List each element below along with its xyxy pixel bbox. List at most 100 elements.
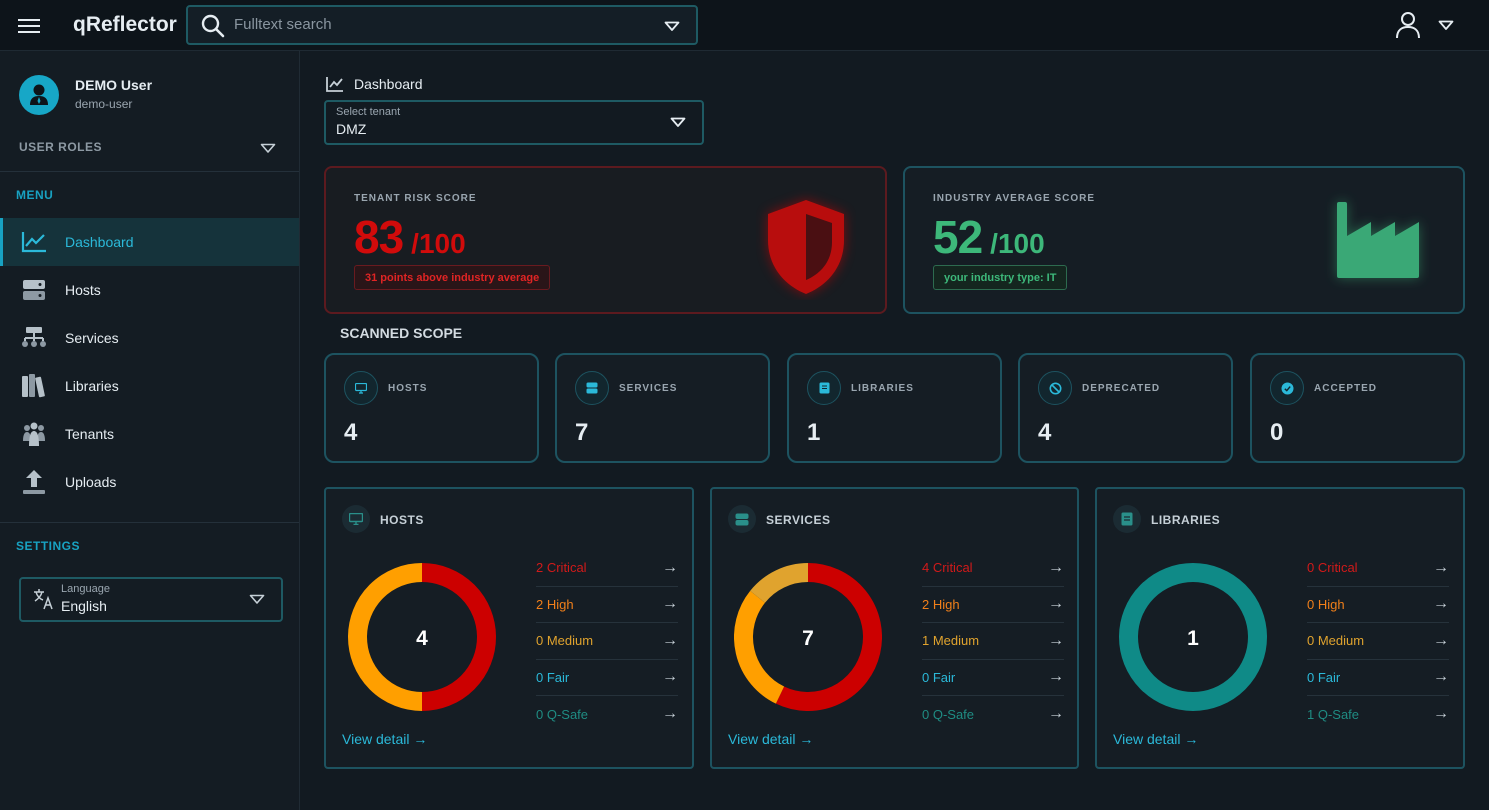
industry-average-score-card: INDUSTRY AVERAGE SCORE 52 /100 your indu… <box>903 166 1465 314</box>
severity-label: 2 Critical <box>536 560 587 576</box>
server-icon <box>575 371 609 405</box>
donut-total: 7 <box>802 627 814 650</box>
severity-row[interactable]: 0 Q-Safe → <box>536 696 678 733</box>
donut-segment[interactable] <box>348 563 423 711</box>
severity-row[interactable]: 2 High → <box>536 587 678 623</box>
chevron-down-icon[interactable] <box>249 594 265 605</box>
risk-comparison-badge: 31 points above industry average <box>354 265 551 290</box>
scope-card-deprecated[interactable]: DEPRECATED 4 <box>1018 353 1233 463</box>
hierarchy-icon <box>20 324 48 352</box>
services-risk-card: SERVICES 7 4 Critical → 2 High → 1 Medium → 0 … <box>710 487 1079 769</box>
sidebar-item-libraries[interactable]: Libraries <box>0 362 299 410</box>
monitor-icon <box>344 371 378 405</box>
scope-card-accepted[interactable]: ACCEPTED 0 <box>1250 353 1465 463</box>
donut-segment[interactable] <box>1119 563 1267 711</box>
user-account-icon[interactable] <box>1395 11 1421 39</box>
chevron-down-icon[interactable] <box>664 21 680 32</box>
severity-label: 0 High <box>1307 596 1345 612</box>
arrow-right-icon: → <box>662 558 678 576</box>
search-icon <box>201 14 225 38</box>
severity-label: 1 Medium <box>922 633 980 649</box>
chevron-down-icon[interactable] <box>260 143 276 154</box>
severity-row[interactable]: 0 Q-Safe → <box>922 696 1064 733</box>
tenant-select-value: DMZ <box>336 121 367 137</box>
user-id: demo-user <box>75 97 133 111</box>
donut-segment[interactable] <box>734 590 785 704</box>
arrow-right-icon: → <box>662 595 678 613</box>
industry-score-value: 52 <box>933 211 983 263</box>
sidebar-item-services[interactable]: Services <box>0 314 299 362</box>
severity-label: 0 Fair <box>1307 669 1341 685</box>
book-icon <box>807 371 841 405</box>
severity-label: 2 High <box>536 596 574 612</box>
severity-row[interactable]: 2 Critical → <box>536 550 678 587</box>
scope-card-hosts[interactable]: HOSTS 4 <box>324 353 539 463</box>
language-value: English <box>61 598 107 614</box>
card-title: HOSTS <box>380 513 424 527</box>
hosts-risk-card: HOSTS 4 2 Critical → 2 High → 0 Medium → 0 Fai… <box>324 487 694 769</box>
language-select[interactable]: Language English <box>19 577 283 622</box>
scope-card-libraries[interactable]: LIBRARIES 1 <box>787 353 1002 463</box>
sidebar-item-tenants[interactable]: Tenants <box>0 410 299 458</box>
scanned-scope-title: SCANNED SCOPE <box>340 325 463 341</box>
chart-line-icon <box>20 228 48 256</box>
severity-row[interactable]: 0 Medium → <box>536 623 678 660</box>
severity-list: 0 Critical → 0 High → 0 Medium → 0 Fair → 1 Q-Sa… <box>1307 550 1449 733</box>
breadcrumb-label: Dashboard <box>354 76 423 92</box>
settings-section-label: SETTINGS <box>16 539 81 553</box>
upload-icon <box>20 468 48 496</box>
severity-label: 2 High <box>922 596 960 612</box>
chevron-down-icon[interactable] <box>1438 20 1454 31</box>
severity-row[interactable]: 0 Critical → <box>1307 550 1449 587</box>
hamburger-menu-icon[interactable] <box>18 15 40 35</box>
sidebar-item-uploads[interactable]: Uploads <box>0 458 299 506</box>
severity-row[interactable]: 0 Fair → <box>536 660 678 696</box>
severity-row[interactable]: 1 Q-Safe → <box>1307 696 1449 733</box>
arrow-right-icon: → <box>1433 705 1449 723</box>
severity-row[interactable]: 0 Fair → <box>1307 660 1449 696</box>
sidebar-item-label: Libraries <box>65 378 119 394</box>
services-donut-chart: 7 <box>734 563 882 711</box>
user-roles-label: USER ROLES <box>19 140 103 154</box>
server-icon <box>20 276 48 304</box>
search-bar[interactable] <box>186 5 698 45</box>
scope-count: 0 <box>1270 419 1284 446</box>
sidebar-item-label: Tenants <box>65 426 115 442</box>
scope-count: 4 <box>1038 419 1052 446</box>
menu-section-label: MENU <box>16 188 54 202</box>
arrow-right-icon: → <box>1048 668 1064 686</box>
industry-type-badge: your industry type: IT <box>933 265 1068 290</box>
view-detail-link[interactable]: View detail → <box>1113 731 1199 747</box>
app-brand[interactable]: qReflector <box>73 13 177 36</box>
arrow-right-icon: → <box>1433 558 1449 576</box>
sidebar-item-hosts[interactable]: Hosts <box>0 266 299 314</box>
chevron-down-icon[interactable] <box>670 117 686 128</box>
risk-score-max: /100 <box>411 228 466 259</box>
scope-card-services[interactable]: SERVICES 7 <box>555 353 770 463</box>
donut-total: 1 <box>1187 627 1199 650</box>
severity-row[interactable]: 2 High → <box>922 587 1064 623</box>
scope-label: HOSTS <box>388 383 428 394</box>
severity-label: 0 Fair <box>922 669 956 685</box>
severity-label: 1 Q-Safe <box>1307 706 1360 722</box>
scope-label: SERVICES <box>619 383 678 394</box>
severity-row[interactable]: 0 Fair → <box>922 660 1064 696</box>
tenant-select[interactable]: Select tenant DMZ <box>324 100 704 145</box>
severity-row[interactable]: 0 Medium → <box>1307 623 1449 660</box>
sidebar-item-dashboard[interactable]: Dashboard <box>0 218 299 266</box>
arrow-right-icon: → <box>1048 705 1064 723</box>
donut-segment[interactable] <box>750 563 809 604</box>
check-badge-icon <box>1270 371 1304 405</box>
donut-segment[interactable] <box>775 563 882 711</box>
severity-row[interactable]: 1 Medium → <box>922 623 1064 660</box>
view-detail-link[interactable]: View detail → <box>728 731 814 747</box>
severity-row[interactable]: 0 High → <box>1307 587 1449 623</box>
donut-segment[interactable] <box>421 563 496 711</box>
avatar[interactable] <box>19 75 59 115</box>
risk-score-value: 83 <box>354 211 404 263</box>
risk-score: 83 /100 <box>354 210 466 264</box>
arrow-right-icon: → <box>1433 668 1449 686</box>
view-detail-link[interactable]: View detail → <box>342 731 428 747</box>
severity-row[interactable]: 4 Critical → <box>922 550 1064 587</box>
search-input[interactable] <box>234 13 634 35</box>
